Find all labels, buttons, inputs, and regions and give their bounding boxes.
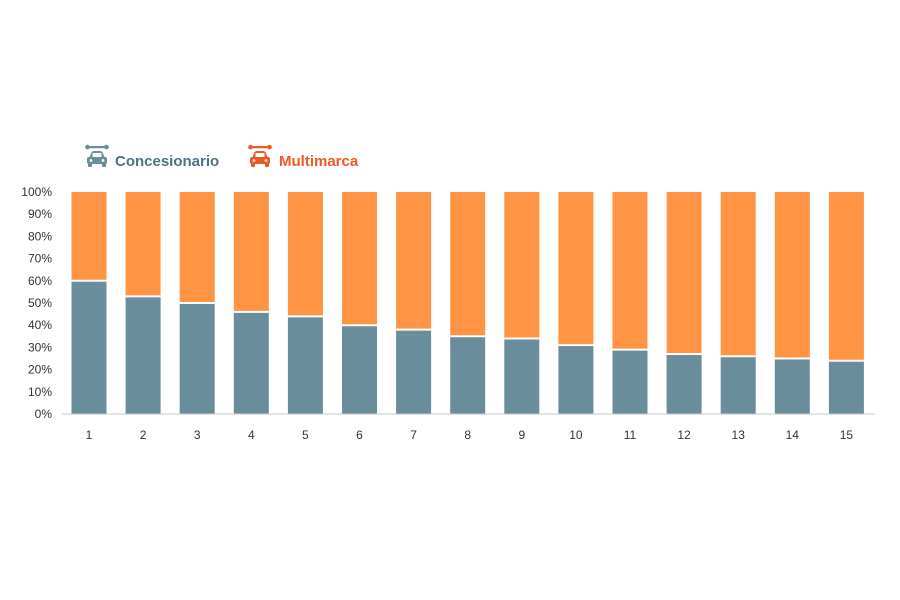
bar-segment-concesionario-1 <box>71 280 107 414</box>
y-axis: 0% 10% 20% 30% 40% 50% 60% 70% 80% 90% 100% <box>21 185 52 421</box>
x-tick-label: 12 <box>677 428 691 442</box>
x-tick-label: 1 <box>86 428 93 442</box>
bar-segment-concesionario-3 <box>179 303 215 414</box>
bar-segment-multimarca-1 <box>71 192 107 281</box>
x-tick-label: 6 <box>356 428 363 442</box>
bar-segment-multimarca-13 <box>720 192 756 357</box>
bar-segment-multimarca-8 <box>450 192 486 337</box>
car-wrench-icon <box>248 144 272 167</box>
bar-segment-concesionario-2 <box>125 296 161 414</box>
x-tick-label: 14 <box>786 428 800 442</box>
bar-segment-multimarca-6 <box>342 192 377 326</box>
x-tick-label: 10 <box>569 428 583 442</box>
legend-item-multimarca: Multimarca <box>248 144 359 170</box>
bar-segment-multimarca-7 <box>396 192 432 330</box>
bar-segment-multimarca-2 <box>125 192 161 297</box>
x-tick-label: 2 <box>140 428 147 442</box>
bar-segment-concesionario-9 <box>504 338 540 414</box>
y-tick-label: 100% <box>21 185 52 199</box>
x-axis: 1 2 3 4 5 6 7 8 9 10 11 12 13 14 15 <box>86 428 854 442</box>
bar-segment-concesionario-7 <box>396 329 432 414</box>
bar-segment-multimarca-3 <box>179 192 215 303</box>
bar-segment-multimarca-11 <box>612 192 648 350</box>
bars <box>71 192 864 414</box>
bar-segment-concesionario-12 <box>666 354 702 414</box>
bar-segment-concesionario-14 <box>774 358 810 414</box>
y-tick-label: 10% <box>28 385 52 399</box>
x-tick-label: 9 <box>518 428 525 442</box>
bar-segment-multimarca-15 <box>828 192 864 361</box>
bar-segment-concesionario-10 <box>558 345 594 414</box>
bar-segment-multimarca-9 <box>504 192 540 339</box>
x-tick-label: 4 <box>248 428 255 442</box>
legend: Concesionario Multimarca <box>85 144 359 170</box>
y-tick-label: 40% <box>28 318 52 332</box>
bar-segment-concesionario-5 <box>287 316 323 414</box>
bar-segment-concesionario-4 <box>233 311 269 414</box>
x-tick-label: 5 <box>302 428 309 442</box>
y-tick-label: 50% <box>28 296 52 310</box>
bar-segment-multimarca-12 <box>666 192 702 355</box>
x-tick-label: 3 <box>194 428 201 442</box>
legend-label-concesionario: Concesionario <box>115 153 219 170</box>
legend-item-concesionario: Concesionario <box>85 144 219 170</box>
bar-segment-concesionario-13 <box>720 356 756 414</box>
bar-segment-multimarca-14 <box>774 192 810 359</box>
y-tick-label: 80% <box>28 229 52 243</box>
car-wrench-icon <box>85 144 109 167</box>
x-tick-label: 7 <box>410 428 417 442</box>
y-tick-label: 90% <box>28 207 52 221</box>
bar-segment-multimarca-10 <box>558 192 594 346</box>
x-tick-label: 13 <box>732 428 746 442</box>
y-tick-label: 30% <box>28 340 52 354</box>
bar-segment-multimarca-4 <box>233 192 269 312</box>
x-tick-label: 11 <box>624 428 637 442</box>
x-tick-label: 15 <box>840 428 854 442</box>
y-tick-label: 20% <box>28 363 52 377</box>
bar-segment-concesionario-6 <box>342 325 377 414</box>
x-tick-label: 8 <box>464 428 471 442</box>
bar-segment-concesionario-11 <box>612 349 648 414</box>
y-tick-label: 70% <box>28 252 52 266</box>
legend-label-multimarca: Multimarca <box>279 153 359 170</box>
bar-segment-concesionario-15 <box>828 360 864 414</box>
y-tick-label: 0% <box>35 407 53 421</box>
y-tick-label: 60% <box>28 274 52 288</box>
bar-segment-concesionario-8 <box>450 336 486 414</box>
bar-segment-multimarca-5 <box>287 192 323 317</box>
